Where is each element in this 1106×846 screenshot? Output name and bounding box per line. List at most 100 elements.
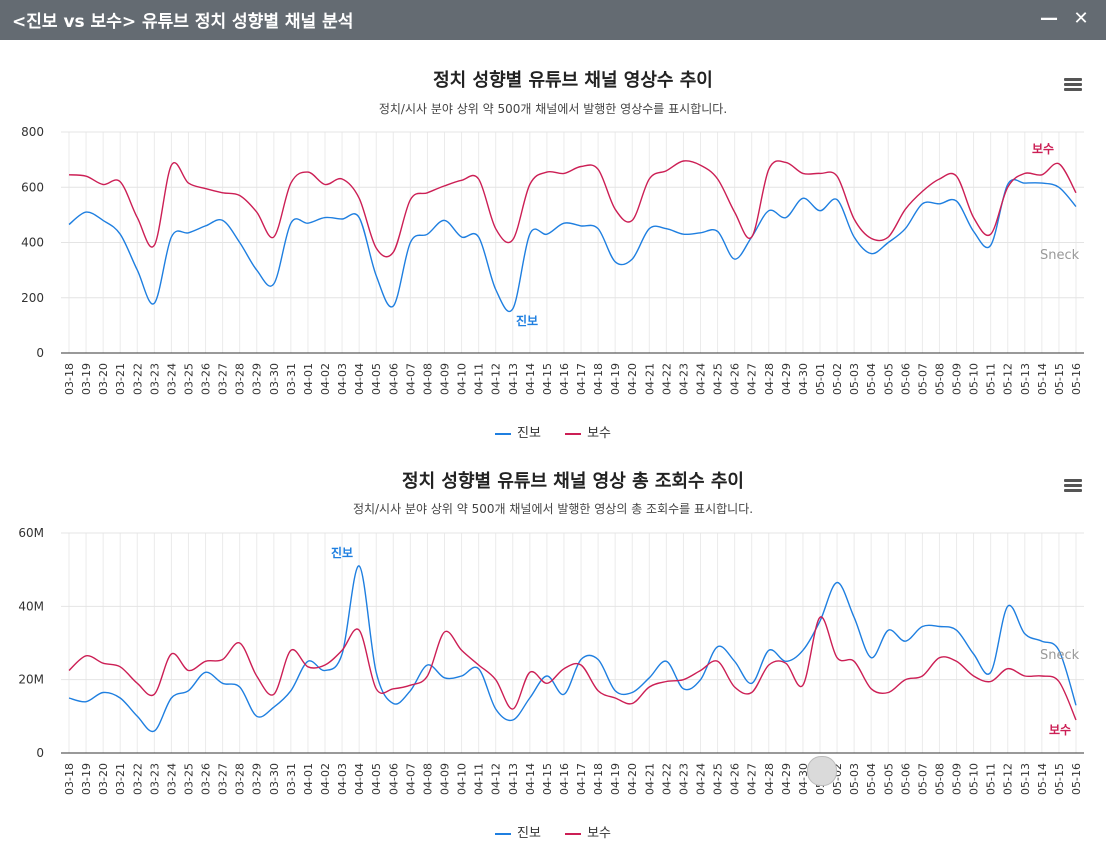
data-point	[1074, 718, 1078, 722]
x-tick-label: 04-02	[319, 363, 332, 395]
chart-2-subtitle: 정치/시사 분야 상위 약 500개 채널에서 발행한 영상의 총 조회수를 표…	[352, 502, 754, 516]
x-tick-label: 04-03	[336, 363, 349, 395]
data-point	[937, 656, 941, 660]
x-tick-label: 05-13	[1019, 763, 1032, 795]
x-tick-label: 04-21	[643, 363, 656, 395]
data-point	[494, 707, 498, 711]
x-tick-label: 04-10	[456, 763, 469, 795]
data-point	[835, 656, 839, 660]
x-tick-label: 04-11	[473, 363, 486, 395]
x-tick-label: 04-27	[746, 363, 759, 395]
y-tick-label: 0	[36, 746, 44, 760]
legend-label: 보수	[587, 826, 611, 841]
data-point	[477, 667, 481, 671]
x-tick-label: 03-18	[63, 363, 76, 395]
x-tick-label: 05-09	[951, 363, 964, 395]
series-line-progressive	[68, 178, 1077, 313]
x-tick-label: 04-17	[575, 763, 588, 795]
data-point	[374, 687, 378, 691]
x-tick-label: 04-28	[763, 763, 776, 795]
data-point	[1040, 639, 1044, 643]
y-tick-label: 20M	[18, 673, 44, 687]
data-point	[238, 685, 242, 689]
data-point	[750, 681, 754, 685]
data-point	[186, 689, 190, 693]
x-tick-label: 05-12	[1002, 763, 1015, 795]
data-point	[955, 628, 959, 632]
x-tick-label: 04-09	[438, 363, 451, 395]
data-point	[84, 654, 88, 658]
x-tick-label: 04-29	[780, 363, 793, 395]
x-tick-label: 03-30	[268, 363, 281, 395]
x-tick-label: 05-15	[1053, 363, 1066, 395]
data-point	[699, 669, 703, 673]
legend-label: 진보	[517, 826, 541, 841]
legend-item-progressive[interactable]: 진보	[495, 822, 541, 841]
x-tick-label: 04-12	[490, 363, 503, 395]
x-tick-label: 03-27	[217, 363, 230, 395]
x-tick-label: 05-16	[1070, 363, 1083, 395]
x-tick-label: 03-30	[268, 763, 281, 795]
data-point	[255, 714, 259, 718]
x-tick-label: 04-24	[695, 763, 708, 795]
data-point	[1040, 674, 1044, 678]
x-tick-label: 04-02	[319, 763, 332, 795]
data-point	[272, 705, 276, 709]
data-point	[460, 674, 464, 678]
data-point	[1057, 680, 1061, 684]
legend-item-conservative[interactable]: 보수	[565, 422, 611, 441]
x-tick-label: 04-30	[797, 363, 810, 395]
data-point	[681, 678, 685, 682]
x-tick-label: 05-05	[882, 763, 895, 795]
data-point	[716, 659, 720, 663]
data-point	[869, 687, 873, 691]
x-tick-label: 05-07	[916, 763, 929, 795]
data-point	[886, 628, 890, 632]
window-title: <진보 vs 보수> 유튜브 정치 성향별 채널 분석	[12, 12, 354, 32]
data-point	[801, 648, 805, 652]
data-point	[306, 659, 310, 663]
data-point	[425, 674, 429, 678]
close-icon[interactable]: ✕	[1073, 8, 1089, 29]
chart-2-menu-icon[interactable]	[1062, 477, 1084, 497]
y-tick-label: 60M	[18, 526, 44, 540]
chart-1-menu-icon[interactable]	[1062, 76, 1084, 96]
x-tick-label: 04-12	[490, 763, 503, 795]
user-avatar[interactable]	[807, 756, 837, 786]
x-tick-label: 03-21	[114, 763, 127, 795]
data-point	[221, 658, 225, 662]
x-tick-label: 03-29	[251, 763, 264, 795]
x-tick-label: 04-20	[626, 763, 639, 795]
data-point	[972, 674, 976, 678]
x-tick-label: 04-03	[336, 763, 349, 795]
legend-item-conservative[interactable]: 보수	[565, 822, 611, 841]
data-point	[408, 683, 412, 687]
x-tick-label: 04-04	[353, 363, 366, 395]
data-point	[135, 714, 139, 718]
x-tick-label: 04-16	[558, 363, 571, 395]
x-tick-label: 04-01	[302, 363, 315, 395]
data-point	[118, 696, 122, 700]
y-tick-label: 0	[36, 346, 44, 360]
x-tick-label: 05-06	[899, 363, 912, 395]
data-point	[989, 670, 993, 674]
x-tick-label: 04-19	[609, 363, 622, 395]
data-point	[238, 641, 242, 645]
data-point	[852, 615, 856, 619]
x-tick-label: 04-14	[524, 763, 537, 795]
legend-item-progressive[interactable]: 진보	[495, 422, 541, 441]
x-tick-label: 04-07	[404, 763, 417, 795]
x-tick-label: 04-23	[677, 763, 690, 795]
minimize-icon[interactable]: —	[1040, 8, 1058, 29]
data-point	[221, 681, 225, 685]
x-tick-label: 04-21	[643, 763, 656, 795]
data-point	[903, 639, 907, 643]
x-tick-label: 04-05	[370, 763, 383, 795]
x-tick-label: 03-20	[97, 763, 110, 795]
data-point	[135, 681, 139, 685]
x-tick-label: 04-08	[421, 763, 434, 795]
data-point	[152, 729, 156, 733]
x-tick-label: 04-15	[541, 763, 554, 795]
x-tick-label: 05-10	[968, 763, 981, 795]
data-point	[955, 659, 959, 663]
